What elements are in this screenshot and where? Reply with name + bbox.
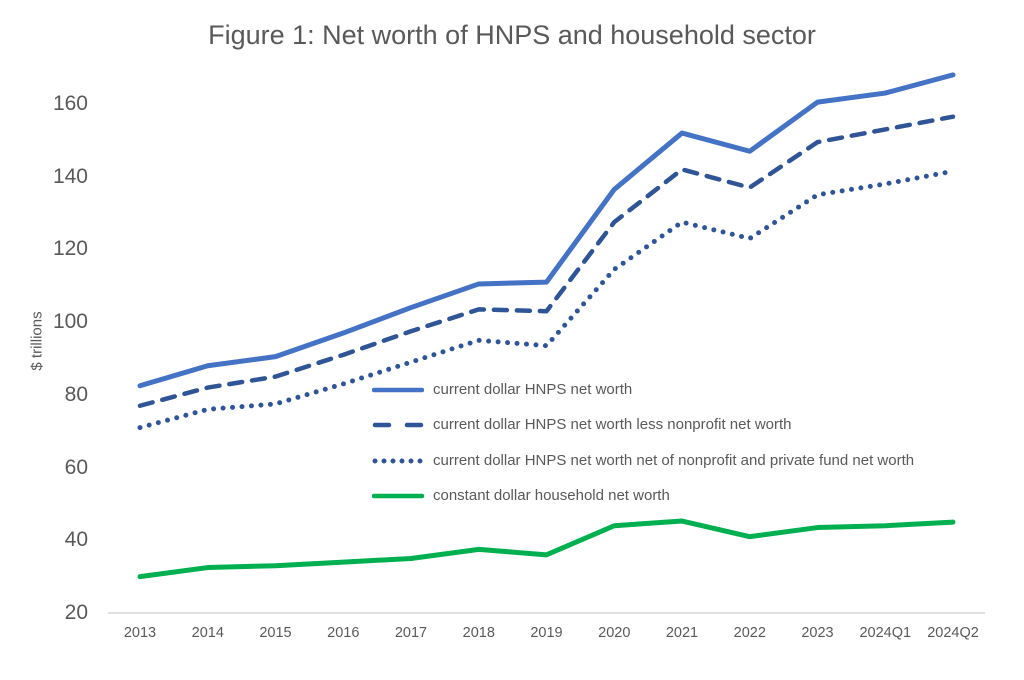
x-tick-2018: 2018: [462, 625, 495, 641]
legend-label: constant dollar household net worth: [433, 487, 670, 504]
x-tick-2015: 2015: [259, 625, 292, 641]
series-line-0: [137, 72, 956, 389]
y-tick-120: 120: [52, 237, 88, 260]
y-tick-100: 100: [52, 310, 88, 333]
legend-marker-solid-blue-icon: [372, 387, 424, 392]
legend-item-net-of-nonprofit-private: current dollar HNPS net worth net of non…: [372, 452, 914, 469]
legend-marker-dotted-icon: [372, 458, 424, 463]
x-tick-2022: 2022: [733, 625, 766, 641]
x-tick-2016: 2016: [327, 625, 360, 641]
x-tick-2023: 2023: [801, 625, 834, 641]
y-tick-60: 60: [64, 456, 88, 479]
series-line-2: [137, 168, 956, 431]
y-tick-160: 160: [52, 92, 88, 115]
x-tick-2017: 2017: [394, 625, 428, 641]
x-tick-2019: 2019: [530, 625, 563, 641]
x-tick-2014: 2014: [191, 625, 224, 641]
y-tick-40: 40: [64, 528, 88, 551]
y-tick-80: 80: [64, 383, 88, 406]
x-tick-2020: 2020: [598, 625, 631, 641]
legend-item-hnps: current dollar HNPS net worth: [372, 381, 632, 398]
legend-marker-solid-green-icon: [372, 493, 424, 498]
series-line-3: [137, 518, 956, 580]
x-tick-2024q1: 2024Q1: [859, 625, 912, 641]
legend-label: current dollar HNPS net worth net of non…: [433, 452, 915, 469]
x-tick-2013: 2013: [123, 625, 157, 641]
legend-label: current dollar HNPS net worth less nonpr…: [433, 416, 792, 433]
legend-label: current dollar HNPS net worth: [433, 381, 633, 398]
y-tick-20: 20: [64, 601, 88, 624]
legend-item-less-nonprofit: current dollar HNPS net worth less nonpr…: [372, 416, 792, 433]
y-tick-140: 140: [52, 165, 88, 188]
chart-title: Figure 1: Net worth of HNPS and househol…: [208, 20, 816, 50]
series-line-1: [137, 114, 956, 408]
x-tick-2024q2: 2024Q2: [927, 625, 979, 641]
x-tick-2021: 2021: [665, 625, 699, 641]
legend-item-constant-dollar: constant dollar household net worth: [372, 487, 670, 504]
legend-marker-dashed-icon: [372, 422, 424, 427]
